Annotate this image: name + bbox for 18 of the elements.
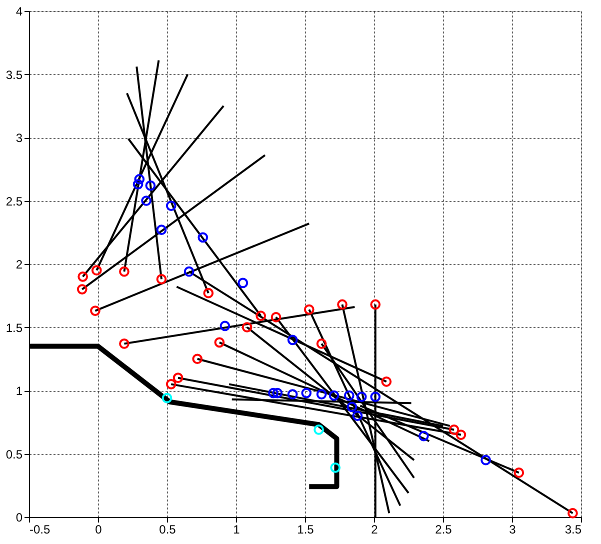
x-tick-label: 1.5 xyxy=(297,522,314,536)
x-tick-label: 3 xyxy=(509,522,516,536)
y-tick-label: 3.5 xyxy=(6,68,23,82)
x-tick-label: 0 xyxy=(95,522,102,536)
y-tick-label: 2 xyxy=(16,258,23,272)
x-tick-label: -0.5 xyxy=(30,522,51,536)
x-tick-label: 2.5 xyxy=(435,522,452,536)
y-tick-label: 0 xyxy=(16,510,23,524)
x-tick-label: 2 xyxy=(371,522,378,536)
y-tick-label: 4 xyxy=(16,4,23,18)
x-tick-label: 0.5 xyxy=(159,522,176,536)
y-tick-label: 3 xyxy=(16,131,23,145)
x-tick-label: 3.5 xyxy=(564,522,582,536)
y-tick-label: 1.5 xyxy=(6,320,23,335)
x-tick-label: 1 xyxy=(233,522,240,536)
y-tick-label: 2.5 xyxy=(6,194,23,208)
y-tick-label: 0.5 xyxy=(6,447,23,462)
y-tick-label: 1 xyxy=(16,384,23,398)
